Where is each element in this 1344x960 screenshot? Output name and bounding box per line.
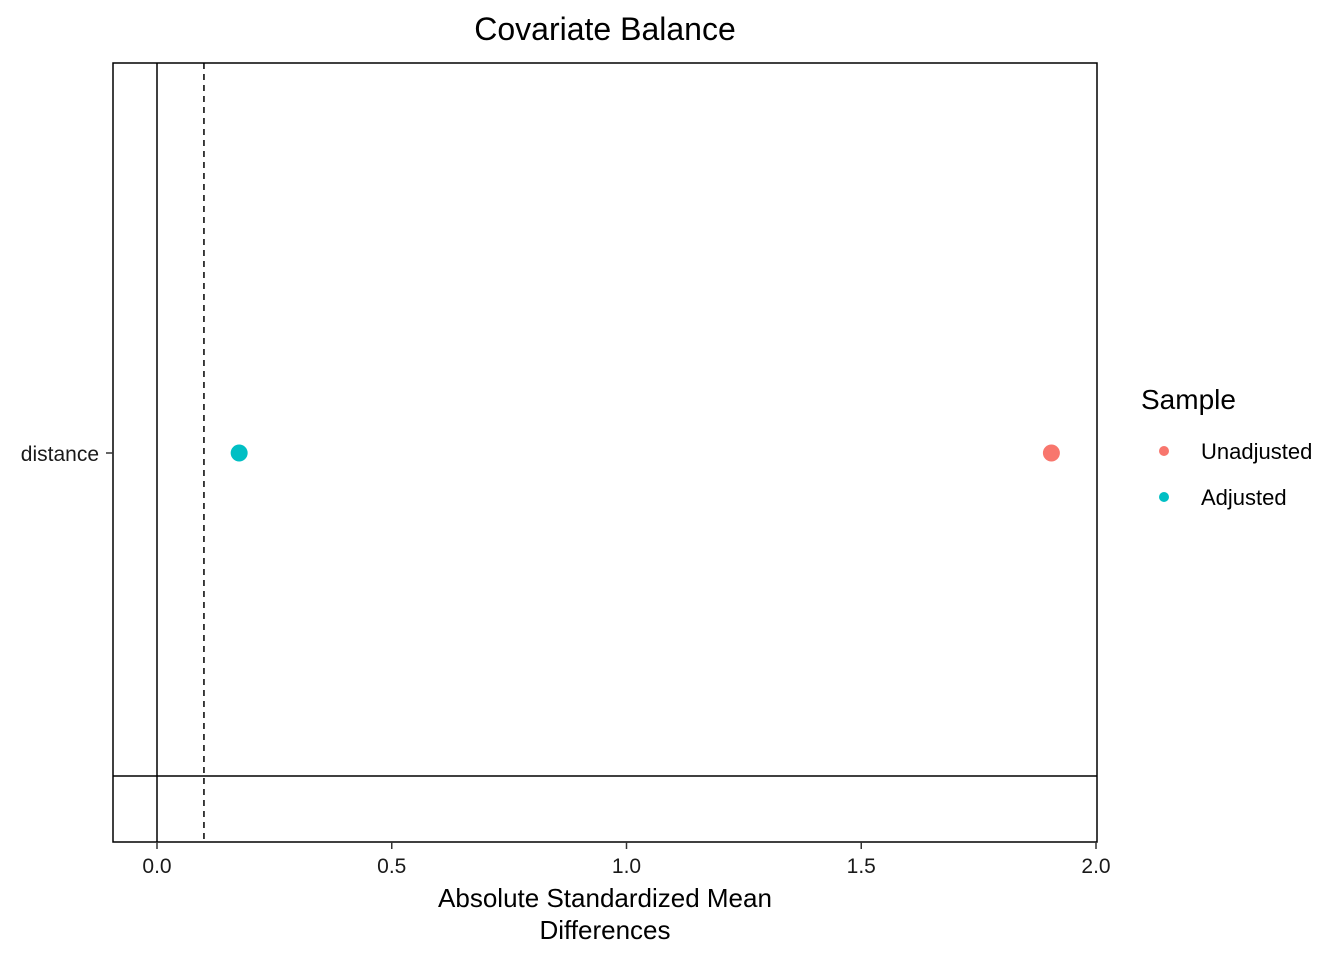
x-tick-label-4: 2.0: [1081, 855, 1110, 878]
x-tick-label-2: 1.0: [612, 855, 641, 878]
legend-title: Sample: [1141, 384, 1236, 415]
chart-title: Covariate Balance: [474, 11, 735, 47]
y-tick-label-distance: distance: [21, 443, 99, 466]
x-axis-title-line-2: Differences: [539, 915, 670, 945]
point-adjusted-distance: [230, 444, 248, 462]
x-axis-title-line-1: Absolute Standardized Mean: [438, 883, 772, 913]
legend-swatch-adjusted: [1159, 492, 1169, 502]
legend: Sample Unadjusted Adjusted: [1141, 384, 1312, 510]
x-tick-label-0: 0.0: [142, 855, 171, 878]
x-tick-label-1: 0.5: [377, 855, 406, 878]
x-axis: 0.0 0.5 1.0 1.5 2.0: [142, 842, 1111, 878]
y-axis: distance: [21, 443, 113, 466]
plot-area: [112, 62, 1098, 843]
x-axis-title: Absolute Standardized Mean Differences: [438, 883, 772, 945]
legend-label-unadjusted: Unadjusted: [1201, 439, 1312, 464]
plot-border: [112, 62, 1098, 843]
legend-swatch-unadjusted: [1159, 446, 1169, 456]
x-tick-label-3: 1.5: [847, 855, 876, 878]
legend-label-adjusted: Adjusted: [1201, 485, 1287, 510]
point-unadjusted-distance: [1042, 444, 1060, 462]
data-points: [230, 444, 1060, 462]
